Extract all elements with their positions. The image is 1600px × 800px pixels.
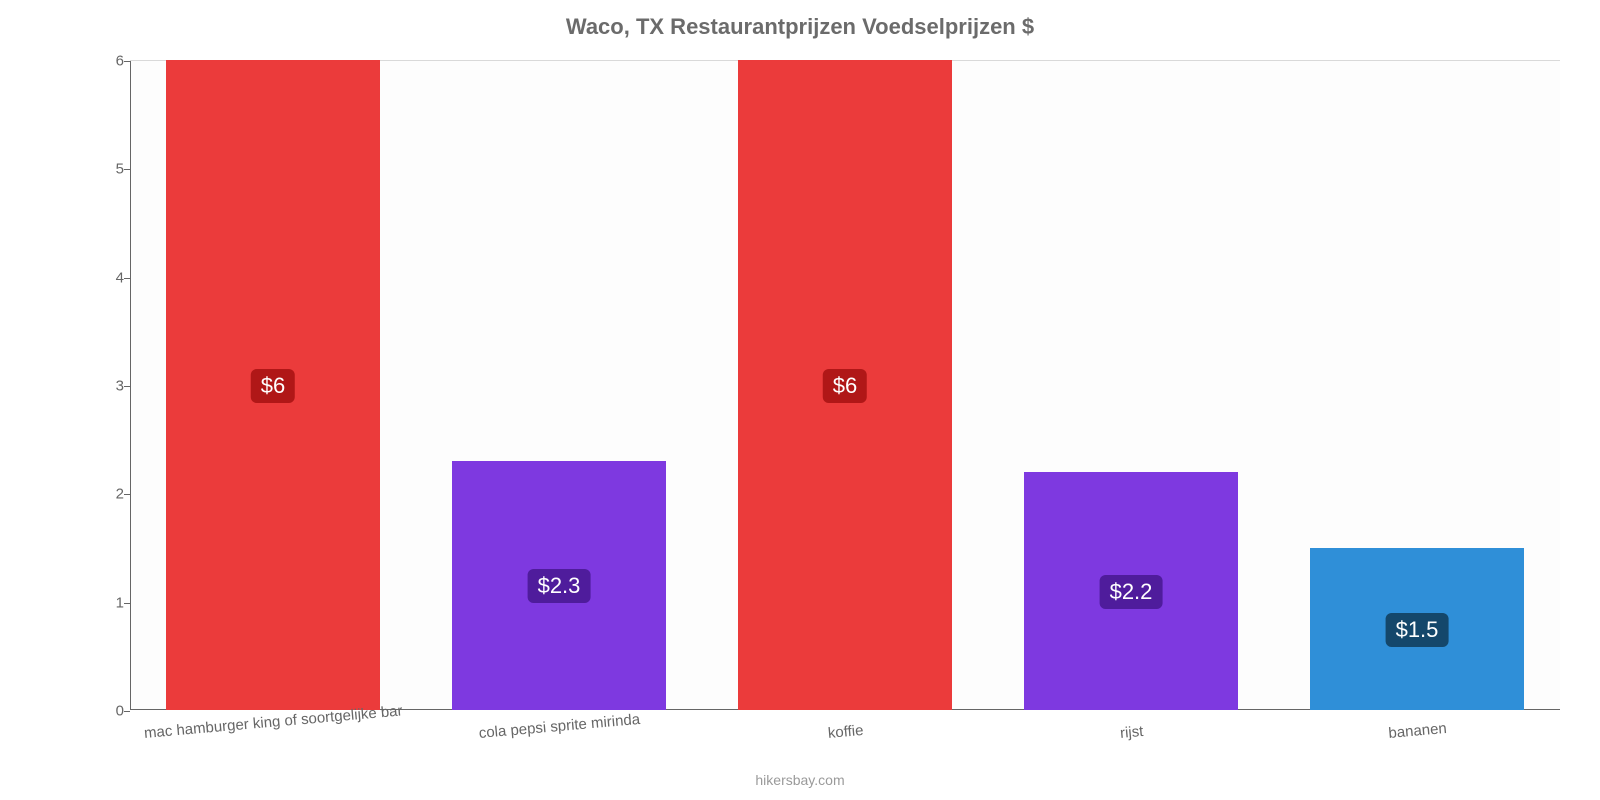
y-tick-label: 1 bbox=[90, 594, 124, 611]
credit-text: hikersbay.com bbox=[755, 772, 844, 788]
y-tick-label: 2 bbox=[90, 486, 124, 503]
x-axis-label: bananen bbox=[1388, 720, 1448, 742]
x-axis-label: koffie bbox=[827, 722, 864, 742]
y-tick-label: 4 bbox=[90, 269, 124, 286]
bar-value-label: $2.3 bbox=[528, 569, 591, 603]
chart-title: Waco, TX Restaurantprijzen Voedselprijze… bbox=[0, 0, 1600, 40]
bar-value-label: $2.2 bbox=[1100, 575, 1163, 609]
bar-value-label: $6 bbox=[823, 369, 867, 403]
y-tick-label: 0 bbox=[90, 703, 124, 720]
bar-value-label: $6 bbox=[251, 369, 295, 403]
plot-area: 0123456$6mac hamburger king of soortgeli… bbox=[130, 60, 1560, 710]
y-tick-label: 3 bbox=[90, 378, 124, 395]
y-tick-label: 5 bbox=[90, 161, 124, 178]
y-tick-label: 6 bbox=[90, 53, 124, 70]
x-axis-label: cola pepsi sprite mirinda bbox=[478, 711, 641, 742]
x-axis-label: rijst bbox=[1119, 723, 1144, 742]
bar-value-label: $1.5 bbox=[1386, 613, 1449, 647]
